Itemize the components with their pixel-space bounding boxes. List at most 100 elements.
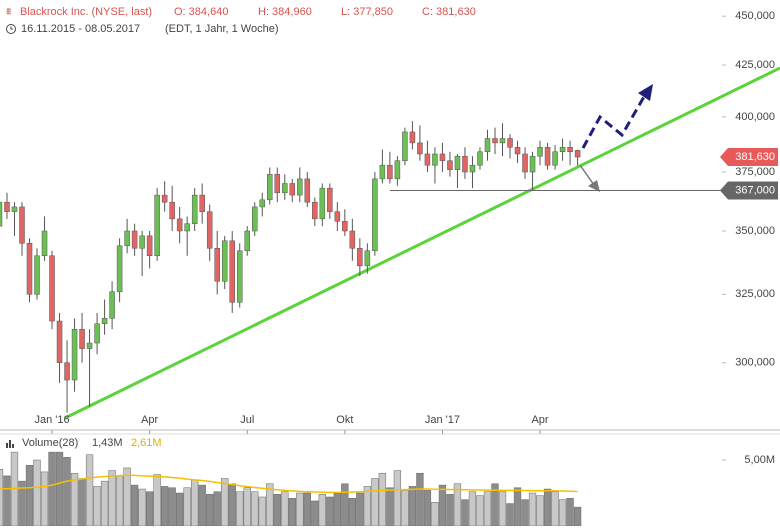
candle-body [176, 218, 183, 232]
down-arrow-head [588, 180, 600, 192]
candle-body [4, 201, 10, 212]
volume-bar [326, 496, 334, 527]
candle-body [0, 201, 3, 227]
volume-bar [273, 494, 281, 527]
volume-bar [198, 484, 206, 527]
info: (EDT, 1 Jahr, 1 Woche) [165, 23, 279, 35]
candle-body [402, 131, 408, 161]
volume-bar [386, 487, 394, 527]
volume-bar [318, 494, 326, 527]
volume-bar [423, 490, 432, 527]
candle-body [11, 206, 18, 212]
volume-bar [266, 483, 274, 527]
y-tick-label: 375,000 [735, 166, 775, 178]
candle-body [484, 138, 491, 152]
candle-body [574, 150, 581, 158]
volume-bar [33, 459, 41, 527]
candle-body [492, 138, 498, 144]
candle-body [64, 362, 70, 381]
volume-bar [115, 475, 124, 527]
volume-bar [393, 470, 402, 527]
volume-bar [243, 487, 251, 527]
candle-body [394, 160, 401, 180]
volume-label: Volume(28) [22, 437, 78, 449]
candle-body [101, 318, 108, 325]
open: O: 384,640 [174, 6, 228, 18]
vol-icon [6, 440, 14, 448]
support-box [720, 181, 778, 200]
volume-bar [93, 486, 101, 527]
candle-body [289, 183, 296, 196]
volume-bar [498, 491, 507, 527]
candle-body [161, 194, 168, 203]
candle-body [131, 230, 138, 249]
volume-bar [371, 478, 379, 527]
volume-bar [40, 471, 49, 527]
candle-body [454, 155, 461, 170]
candle-body [184, 223, 190, 232]
candle-body [71, 328, 78, 381]
candle-body [146, 235, 153, 257]
candle-body [244, 230, 250, 252]
logo: ⩩ [6, 7, 12, 18]
last-price-box [720, 148, 778, 167]
volume-bar [476, 495, 484, 527]
volume-bar [191, 479, 199, 527]
volume-bar [251, 491, 259, 527]
volume-tick-label: 5,00M [744, 454, 775, 466]
candle-body [514, 147, 521, 155]
volume-bar [573, 506, 582, 527]
volume-bar [153, 474, 161, 527]
volume-bar [213, 491, 221, 527]
candle-body [199, 194, 205, 212]
candle-body [462, 155, 468, 173]
candle-body [282, 183, 288, 194]
y-tick-label: 400,000 [735, 111, 775, 123]
candle-body [267, 174, 273, 201]
volume-bar [236, 491, 244, 527]
candle-body [552, 151, 558, 166]
candle-body [229, 240, 235, 303]
candle-body [469, 164, 476, 173]
candle-body [417, 142, 423, 155]
volume-bar [558, 499, 567, 527]
y-tick-label: 425,000 [735, 59, 775, 71]
candle-body [139, 235, 145, 249]
volume-bar [543, 488, 552, 527]
candle-body [379, 164, 386, 180]
candle-body [477, 151, 483, 166]
candle-body [221, 240, 228, 282]
candle-body [26, 243, 33, 295]
x-tick-label: Jul [240, 414, 254, 426]
volume-bar [506, 503, 514, 527]
y-tick-label: 325,000 [735, 288, 775, 300]
candle-body [409, 131, 416, 144]
candle-body [86, 342, 93, 349]
volume-bar [3, 475, 11, 527]
x-tick-label: Apr [141, 414, 158, 426]
volume-bar [296, 492, 304, 527]
volume-bar [281, 491, 289, 527]
volume-bar [168, 487, 176, 527]
candle-body [34, 255, 40, 295]
candle-body [432, 153, 438, 166]
candle-body [424, 153, 431, 166]
candle-body [297, 178, 303, 196]
candle-body [236, 250, 243, 303]
volume-bar [333, 492, 341, 527]
volume-bar [468, 491, 477, 527]
header: ⩩ Blackrock Inc. (NYSE, last) O: 384,640… [6, 6, 476, 35]
volume-bar [221, 478, 229, 527]
volume-bar [123, 467, 131, 527]
y-tick-label: 450,000 [735, 10, 775, 22]
volume-bar [431, 502, 439, 527]
high: H: 384,960 [258, 6, 312, 18]
volume-bar [85, 454, 94, 527]
candle-body [507, 138, 513, 148]
volume-bar [408, 486, 417, 527]
volume-bar [138, 488, 146, 527]
volume-bar [311, 500, 319, 527]
last-price-label: 381,630 [735, 151, 775, 163]
candle-body [334, 211, 341, 222]
candle-body [304, 178, 311, 203]
